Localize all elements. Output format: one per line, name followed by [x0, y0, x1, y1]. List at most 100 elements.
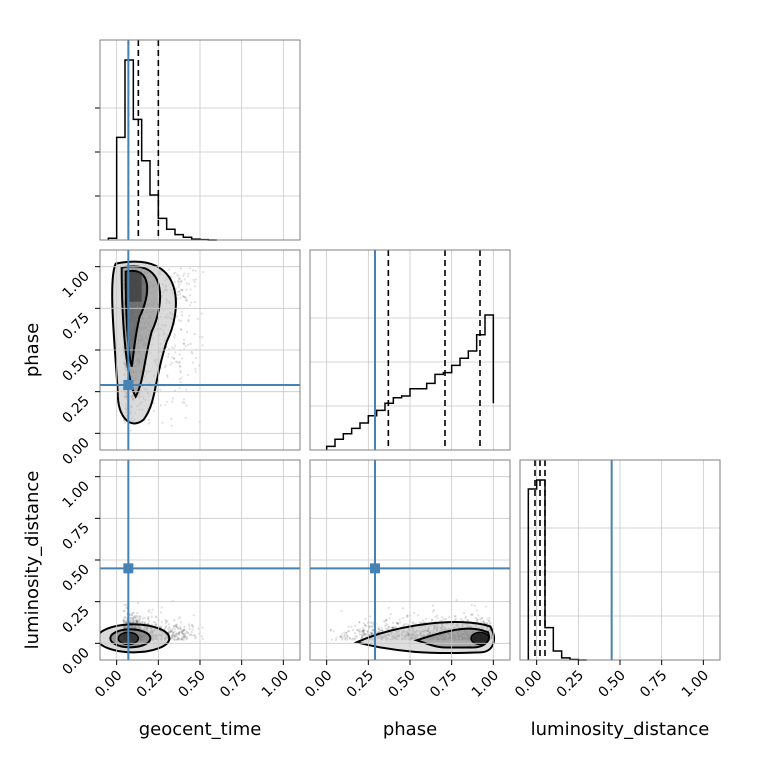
sample-point [361, 630, 364, 633]
sample-point [362, 631, 365, 634]
sample-point [181, 629, 185, 632]
truth-marker [370, 563, 380, 574]
sample-point [346, 629, 350, 633]
sample-point [179, 288, 183, 291]
sample-point [130, 613, 133, 616]
sample-point [395, 621, 398, 625]
sample-point [179, 626, 182, 629]
sample-point [174, 287, 177, 290]
sample-point [185, 630, 188, 633]
sample-point [173, 624, 176, 628]
sample-point [131, 618, 135, 621]
sample-point [136, 620, 139, 623]
sample-point [181, 289, 184, 292]
sample-point [371, 628, 374, 631]
sample-point [190, 630, 193, 634]
sample-point [388, 617, 391, 620]
y-tick-label: 0.50 [59, 352, 92, 385]
sample-point [345, 637, 348, 640]
sample-point [391, 626, 395, 629]
sample-point [183, 635, 186, 639]
sample-point [405, 614, 409, 618]
sample-point [362, 632, 365, 635]
sample-point [190, 623, 193, 627]
sample-point [169, 631, 172, 634]
sample-point [381, 629, 384, 632]
sample-point [168, 268, 171, 271]
sample-point [370, 633, 373, 636]
sample-point [439, 619, 442, 622]
sample-point [154, 615, 157, 618]
sample-point [346, 636, 350, 639]
sample-point [371, 621, 374, 624]
panel-frame [99, 39, 301, 241]
sample-point [168, 631, 171, 634]
sample-point [147, 615, 150, 618]
sample-point [191, 624, 194, 627]
sample-point [386, 627, 389, 630]
sample-point [467, 619, 470, 622]
sample-point [384, 622, 388, 625]
sample-point [123, 603, 126, 606]
sample-point [136, 621, 139, 624]
sample-point [193, 333, 196, 336]
sample-point [485, 622, 488, 625]
sample-point [184, 416, 187, 419]
sample-point [391, 626, 394, 630]
contour-inner [470, 631, 490, 646]
sample-point [339, 636, 343, 639]
sample-point [387, 625, 390, 628]
sample-point [340, 638, 343, 641]
sample-point [462, 611, 466, 615]
sample-point [148, 620, 151, 623]
sample-point [377, 628, 380, 631]
sample-point [473, 604, 476, 607]
sample-point [442, 618, 445, 621]
sample-point [186, 631, 189, 634]
sample-point [167, 628, 170, 631]
sample-point [477, 614, 480, 617]
sample-point [356, 635, 359, 639]
y-tick-label: 0.25 [59, 603, 92, 636]
sample-point [189, 342, 192, 345]
sample-point [125, 616, 128, 619]
sample-point [188, 634, 191, 637]
sample-point [174, 351, 177, 354]
sample-point [471, 613, 474, 616]
sample-point [358, 633, 361, 636]
sample-point [481, 620, 485, 623]
sample-point [370, 631, 373, 634]
sample-point [464, 617, 467, 620]
sample-point [192, 361, 195, 364]
sample-point [363, 624, 367, 627]
sample-point [125, 621, 128, 624]
sample-point [389, 613, 392, 616]
sample-point [476, 618, 479, 621]
sample-point [177, 285, 180, 288]
sample-point [377, 628, 380, 631]
hist-panel-phase [309, 249, 511, 451]
sample-point [182, 274, 185, 277]
sample-point [183, 272, 186, 275]
sample-point [133, 615, 137, 618]
sample-point [363, 628, 366, 632]
sample-point [343, 634, 346, 638]
sample-point [141, 620, 144, 624]
sample-point [181, 401, 184, 404]
sample-point [139, 621, 142, 624]
sample-point [455, 598, 458, 602]
sample-point [384, 624, 387, 628]
sample-point [171, 397, 175, 400]
sample-point [123, 620, 126, 623]
sample-point [484, 605, 487, 608]
sample-point [123, 617, 126, 620]
sample-point [178, 277, 181, 280]
sample-point [182, 638, 185, 642]
sample-point [189, 304, 192, 307]
sample-point [193, 633, 196, 637]
sample-point [345, 631, 348, 634]
sample-point [460, 617, 463, 621]
sample-point [191, 628, 194, 631]
sample-point [182, 629, 185, 632]
sample-point [139, 618, 142, 621]
